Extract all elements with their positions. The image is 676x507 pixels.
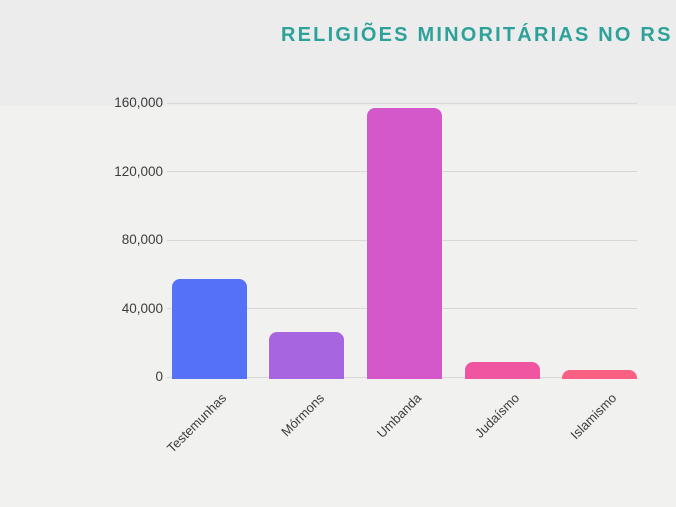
y-tick-label-40000: 40,000 <box>121 300 163 316</box>
x-axis-label-mormons: Mórmons <box>277 390 327 440</box>
bar-mormons <box>269 332 345 379</box>
x-axis-label-judaismo: Judaísmo <box>471 390 523 441</box>
header-band <box>0 0 676 106</box>
chart-title: RELIGIÕES MINORITÁRIAS NO RS <box>281 24 673 46</box>
bar-testemunhas <box>171 279 247 379</box>
bar-judaismo <box>464 362 540 379</box>
y-tick-label-0: 0 <box>155 369 163 384</box>
y-tick-label-120000: 120,000 <box>114 163 163 179</box>
y-tick-label-160000: 160,000 <box>114 95 163 110</box>
x-axis-label-testemunhas: Testemunhas <box>163 390 229 456</box>
x-axis-label-umbanda: Umbanda <box>373 390 425 441</box>
y-gridline-160000 <box>167 102 637 104</box>
y-tick-label-80000: 80,000 <box>121 232 163 247</box>
bar-umbanda <box>366 108 442 379</box>
x-axis-label-islamismo: Islamismo <box>567 390 620 443</box>
bar-islamismo <box>562 370 638 379</box>
